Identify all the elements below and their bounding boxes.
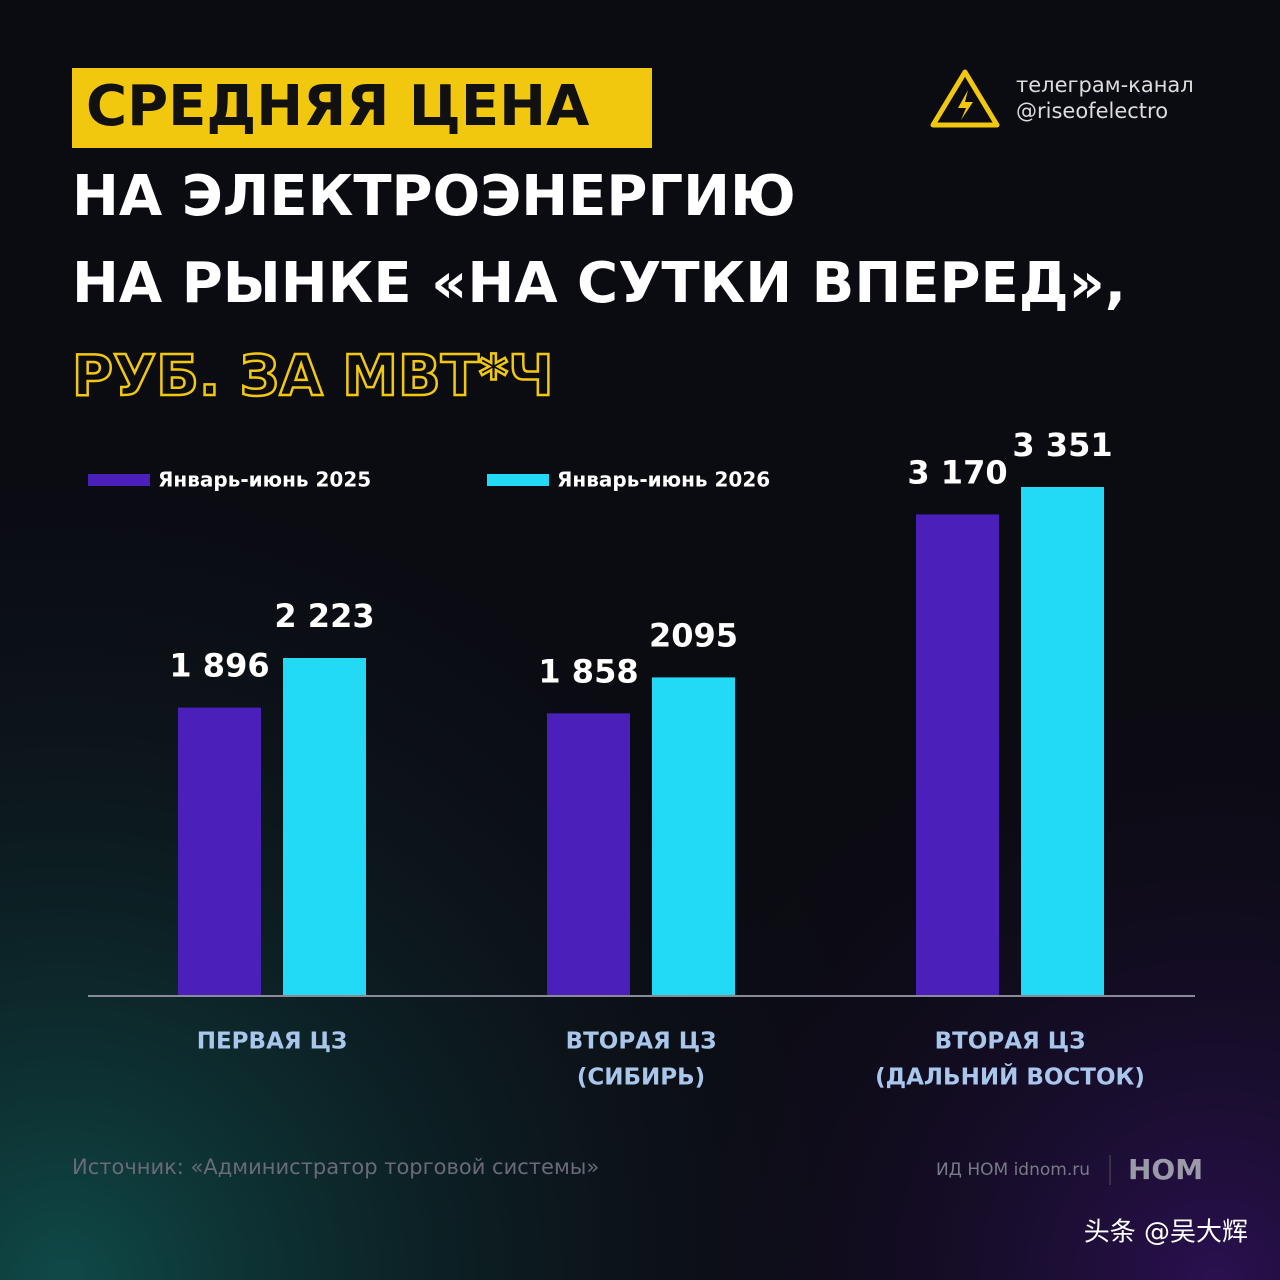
bar bbox=[283, 658, 366, 995]
value-label: 3 170 bbox=[907, 453, 1007, 491]
bar bbox=[652, 677, 735, 995]
bar bbox=[178, 707, 261, 995]
category-label: ВТОРАЯ ЦЗ bbox=[566, 1029, 717, 1055]
value-label: 1 896 bbox=[169, 647, 269, 685]
publisher: ИД НОМ idnom.ru bbox=[936, 1160, 1090, 1180]
value-label: 1 858 bbox=[538, 652, 638, 690]
legend-swatch bbox=[487, 474, 549, 486]
logo-bolt bbox=[958, 90, 973, 120]
legend-label: Январь-июнь 2025 bbox=[158, 468, 371, 492]
title-line: НА ЭЛЕКТРОЭНЕРГИЮ bbox=[72, 164, 796, 229]
category-label: (ДАЛЬНИЙ ВОСТОК) bbox=[875, 1063, 1145, 1091]
publisher-logo: НОМ bbox=[1128, 1153, 1203, 1186]
watermark: 头条 @吴大辉 bbox=[1084, 1218, 1248, 1248]
legend-swatch bbox=[88, 474, 150, 486]
logo-icon bbox=[930, 69, 1000, 128]
legend-label: Январь-июнь 2026 bbox=[557, 468, 770, 492]
value-label: 2095 bbox=[649, 616, 738, 654]
title-highlight-box bbox=[72, 68, 652, 148]
category-label: ПЕРВАЯ ЦЗ bbox=[197, 1029, 348, 1055]
title-line: НА РЫНКЕ «НА СУТКИ ВПЕРЕД», bbox=[72, 251, 1126, 316]
value-label: 3 351 bbox=[1012, 426, 1112, 464]
bar bbox=[916, 514, 999, 995]
category-label: ВТОРАЯ ЦЗ bbox=[935, 1029, 1086, 1055]
source: Источник: «Администратор торговой систем… bbox=[72, 1155, 599, 1179]
title-highlight: СРЕДНЯЯ ЦЕНА bbox=[86, 74, 590, 139]
category-label: (СИБИРЬ) bbox=[577, 1065, 705, 1091]
bar bbox=[1021, 487, 1104, 995]
subtitle: РУБ. ЗА МВТ*Ч bbox=[72, 344, 553, 409]
channel-label: телеграм-канал bbox=[1016, 73, 1194, 97]
bar bbox=[547, 713, 630, 995]
value-label: 2 223 bbox=[274, 597, 374, 635]
channel-handle: @riseofelectro bbox=[1016, 99, 1168, 123]
